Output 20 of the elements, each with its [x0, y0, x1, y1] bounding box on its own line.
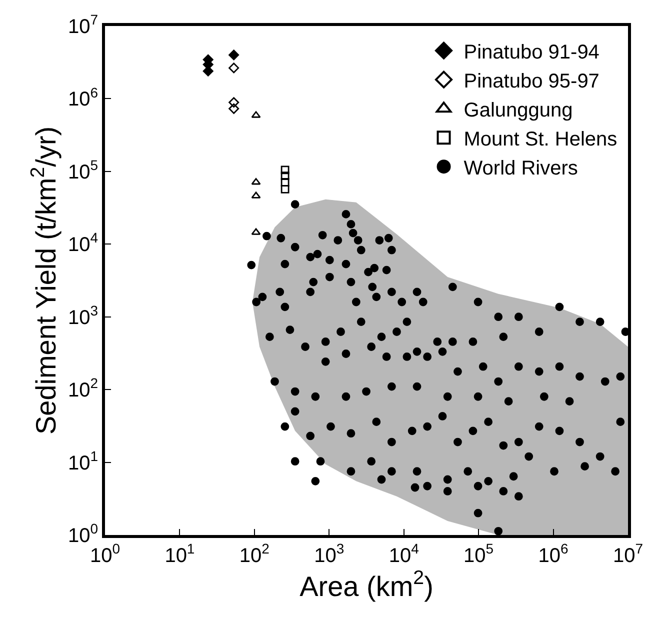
legend-label: World Rivers — [464, 157, 578, 180]
legend-label: Mount St. Helens — [464, 128, 618, 150]
x-tick-label: 10$^{3}$ — [314, 540, 344, 567]
x-axis-title: Area (km$^{2}$) — [300, 567, 434, 602]
x-tick-label: 10$^{4}$ — [388, 540, 420, 567]
y-tick-label: 10$^{2}$ — [68, 375, 98, 402]
y-tick-label: 10$^{4}$ — [68, 230, 98, 256]
y-tick-label: 10$^{6}$ — [68, 84, 98, 111]
y-tick-label: 10$^{7}$ — [68, 12, 98, 38]
y-tick-label: 10$^{3}$ — [68, 302, 98, 329]
legend-label: Pinatubo 95-97 — [464, 70, 600, 92]
legend-label: Pinatubo 91-94 — [464, 41, 600, 64]
x-tick-label: 10$^{7}$ — [612, 540, 644, 567]
x-tick-label: 10$^{2}$ — [239, 540, 270, 567]
x-tick-label: 10$^{6}$ — [538, 540, 569, 567]
x-tick-label: 10$^{5}$ — [464, 540, 494, 567]
y-tick-label: 10$^{1}$ — [68, 448, 98, 474]
y-tick-label: 10$^{5}$ — [68, 157, 98, 184]
legend-label: Galunggung — [464, 99, 573, 122]
x-tick-label: 10$^{1}$ — [164, 540, 195, 567]
